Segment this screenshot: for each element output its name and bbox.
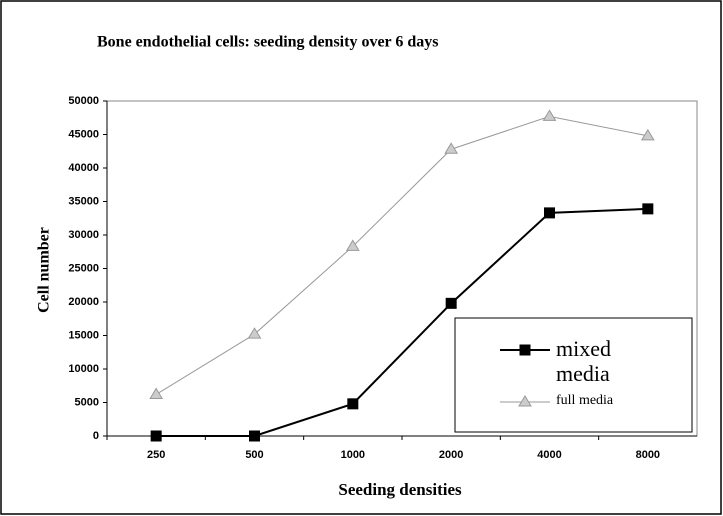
point bbox=[640, 128, 655, 141]
series-line bbox=[155, 115, 648, 395]
x-tick-label: 4000 bbox=[537, 449, 561, 461]
x-tick-label: 1000 bbox=[341, 449, 365, 461]
point bbox=[345, 239, 360, 251]
point bbox=[445, 297, 457, 309]
y-tick-label: 45000 bbox=[68, 128, 99, 140]
y-tick-label: 20000 bbox=[68, 296, 99, 308]
point bbox=[149, 387, 164, 399]
point bbox=[542, 109, 557, 121]
y-tick-label: 30000 bbox=[68, 229, 99, 241]
point bbox=[150, 430, 162, 442]
point bbox=[249, 430, 260, 442]
y-tick-label: 40000 bbox=[68, 162, 99, 174]
x-tick-label: 250 bbox=[147, 449, 165, 461]
y-tick-label: 15000 bbox=[68, 329, 99, 341]
point bbox=[642, 203, 654, 215]
point bbox=[544, 207, 555, 219]
legend-box bbox=[454, 317, 693, 433]
point bbox=[518, 395, 532, 407]
x-tick-label: 8000 bbox=[636, 449, 660, 461]
x-tick-label: 2000 bbox=[439, 449, 463, 461]
x-tick-label: 500 bbox=[245, 449, 263, 461]
y-tick-label: 25000 bbox=[68, 262, 99, 274]
y-axis-label: Cell number bbox=[36, 227, 53, 313]
series-line bbox=[156, 207, 648, 437]
legend-label: mixed media bbox=[556, 335, 611, 386]
x-axis-label: Seeding densities bbox=[338, 480, 462, 499]
legend-label-box: full media bbox=[556, 392, 614, 408]
legend-label: full media bbox=[556, 392, 614, 408]
point bbox=[247, 327, 262, 339]
y-tick-label: 50000 bbox=[68, 95, 99, 107]
point bbox=[519, 344, 531, 356]
y-tick-label: 5000 bbox=[75, 396, 99, 408]
y-tick-label: 35000 bbox=[68, 195, 99, 207]
y-tick-label: 10000 bbox=[68, 363, 99, 375]
point bbox=[347, 398, 359, 410]
legend-label-box: mixed media bbox=[556, 335, 611, 386]
y-tick-label: 0 bbox=[93, 430, 99, 442]
chart-title: Bone endothelial cells: seeding density … bbox=[97, 34, 439, 51]
point bbox=[444, 142, 459, 154]
